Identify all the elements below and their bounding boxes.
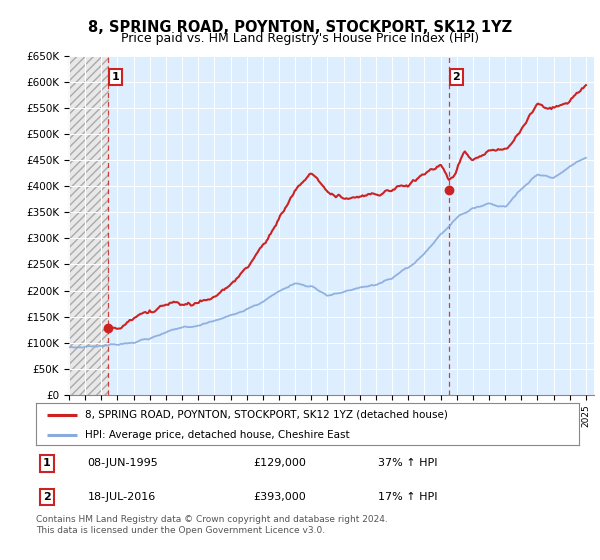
- Text: Contains HM Land Registry data © Crown copyright and database right 2024.
This d: Contains HM Land Registry data © Crown c…: [36, 515, 388, 535]
- Text: £129,000: £129,000: [253, 459, 306, 469]
- Text: 37% ↑ HPI: 37% ↑ HPI: [378, 459, 437, 469]
- Text: 1: 1: [43, 459, 51, 469]
- Text: 8, SPRING ROAD, POYNTON, STOCKPORT, SK12 1YZ: 8, SPRING ROAD, POYNTON, STOCKPORT, SK12…: [88, 20, 512, 35]
- Text: £393,000: £393,000: [253, 492, 306, 502]
- Text: 08-JUN-1995: 08-JUN-1995: [88, 459, 158, 469]
- Bar: [69, 56, 109, 395]
- Text: 18-JUL-2016: 18-JUL-2016: [88, 492, 156, 502]
- Text: 1: 1: [112, 72, 119, 82]
- Text: 8, SPRING ROAD, POYNTON, STOCKPORT, SK12 1YZ (detached house): 8, SPRING ROAD, POYNTON, STOCKPORT, SK12…: [85, 409, 448, 419]
- Text: HPI: Average price, detached house, Cheshire East: HPI: Average price, detached house, Ches…: [85, 430, 349, 440]
- Text: 2: 2: [452, 72, 460, 82]
- Text: Price paid vs. HM Land Registry's House Price Index (HPI): Price paid vs. HM Land Registry's House …: [121, 32, 479, 45]
- Text: 2: 2: [43, 492, 51, 502]
- Text: 17% ↑ HPI: 17% ↑ HPI: [378, 492, 437, 502]
